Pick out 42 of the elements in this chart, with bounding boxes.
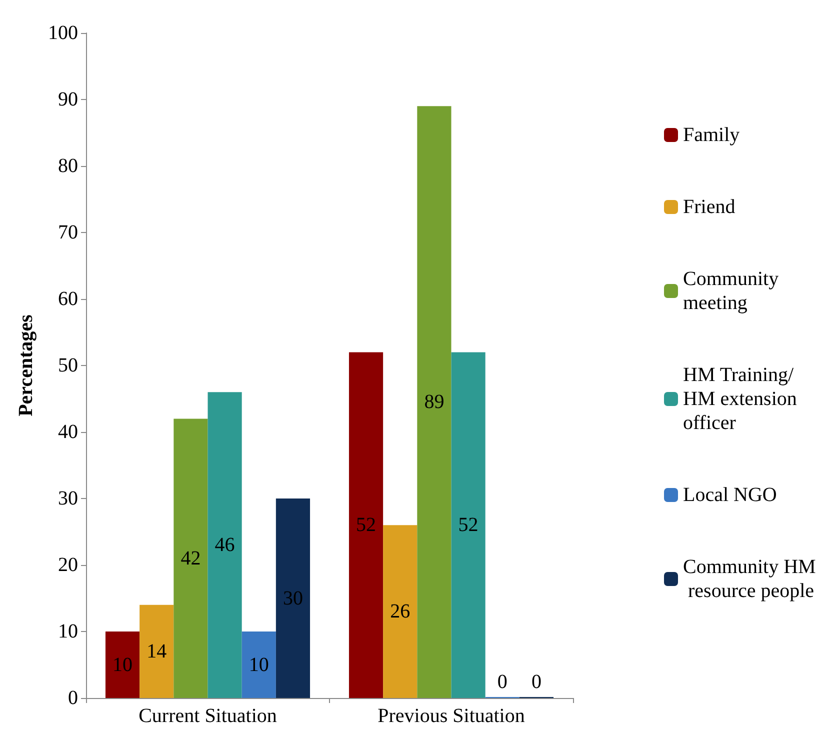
bar — [417, 106, 452, 698]
bar — [105, 632, 140, 698]
data-label: 10 — [248, 654, 269, 676]
data-label: 0 — [497, 671, 508, 693]
y-tick-label: 60 — [58, 288, 78, 310]
y-tick-label: 20 — [58, 554, 78, 576]
data-label: 26 — [390, 600, 410, 623]
bar — [451, 352, 486, 698]
y-tick-label: 10 — [58, 620, 78, 642]
bar — [140, 604, 174, 698]
y-tick-label: 100 — [48, 22, 78, 44]
data-label: 52 — [356, 514, 376, 536]
legend-label: Local NGO — [683, 484, 777, 506]
y-tick-label: 30 — [58, 488, 78, 510]
data-label: 0 — [531, 671, 542, 693]
y-tick-label: 80 — [58, 155, 78, 177]
legend-label: HM Training/ HM extension officer — [683, 364, 802, 434]
legend-label: Family — [683, 124, 740, 146]
data-label: 89 — [424, 391, 444, 414]
bar — [242, 632, 276, 698]
legend-label: Community meeting — [683, 268, 784, 314]
y-tick-label: 70 — [58, 222, 78, 244]
bar — [208, 392, 242, 698]
y-tick-label: 90 — [58, 88, 78, 110]
legend-label: Friend — [683, 196, 736, 218]
bar — [276, 498, 310, 698]
data-label: 10 — [112, 654, 133, 676]
bar — [174, 418, 208, 698]
bar — [383, 525, 418, 698]
y-tick-label: 0 — [68, 687, 78, 709]
data-label: 52 — [458, 514, 478, 536]
y-axis-title: Percentages — [15, 314, 37, 416]
data-label: 42 — [180, 547, 201, 570]
x-tick-label: Previous Situation — [378, 705, 525, 727]
legend-label: Community HM resource people — [683, 556, 816, 602]
x-tick-label: Current Situation — [138, 705, 277, 727]
data-label: 30 — [282, 587, 303, 610]
data-label: 46 — [214, 534, 235, 556]
bar — [348, 352, 384, 698]
y-tick-label: 40 — [58, 421, 78, 443]
y-tick-label: 50 — [58, 354, 78, 376]
data-label: 14 — [146, 640, 167, 662]
